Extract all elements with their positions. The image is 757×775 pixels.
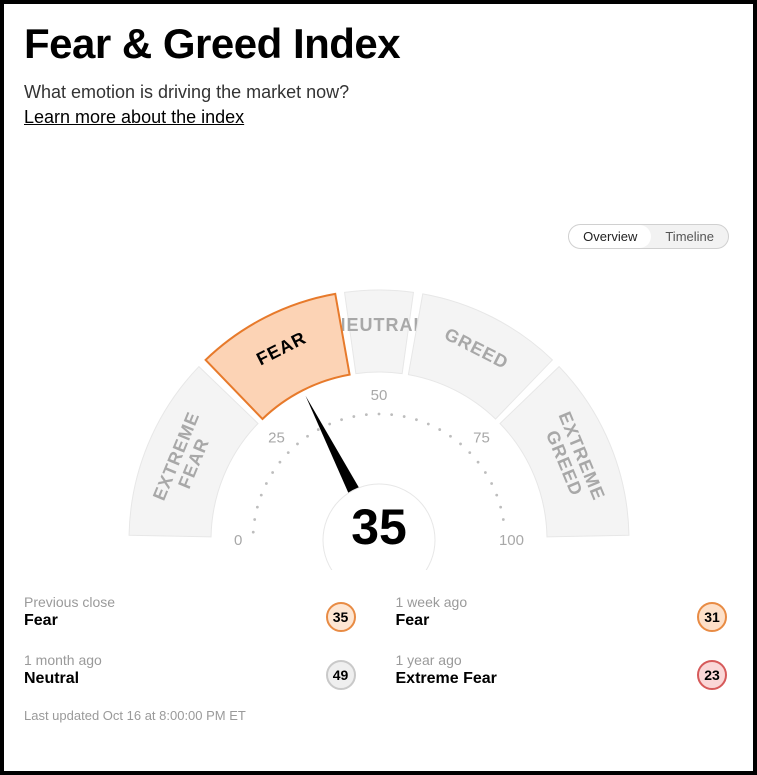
gauge-label-neutral: NEUTRAL xyxy=(332,315,425,335)
stat-label: 1 year ago xyxy=(396,652,682,668)
history-stats: Previous close Fear 35 1 week ago Fear 31 1 mo… xyxy=(24,594,733,688)
learn-more-link[interactable]: Learn more about the index xyxy=(24,107,244,128)
stat-category: Fear xyxy=(396,612,682,630)
gauge-tick-100: 100 xyxy=(498,532,523,549)
page-title: Fear & Greed Index xyxy=(24,20,733,68)
subtitle-text: What emotion is driving the market now? xyxy=(24,82,733,103)
stat-category: Fear xyxy=(24,612,310,630)
last-updated-text: Last updated Oct 16 at 8:00:00 PM ET xyxy=(24,708,733,723)
stat-3: 1 year ago Extreme Fear 23 xyxy=(396,652,728,688)
stat-category: Extreme Fear xyxy=(396,670,682,688)
gauge-tick-75: 75 xyxy=(473,429,490,446)
stat-0: Previous close Fear 35 xyxy=(24,594,356,630)
stat-category: Neutral xyxy=(24,670,310,688)
stat-badge: 23 xyxy=(697,660,727,690)
gauge-tick-25: 25 xyxy=(268,429,285,446)
stat-2: 1 month ago Neutral 49 xyxy=(24,652,356,688)
gauge-tick-50: 50 xyxy=(370,387,387,404)
fear-greed-gauge: EXTREMEFEARNEUTRALGREEDEXTREMEGREEDFEAR0… xyxy=(69,250,689,570)
gauge-container: EXTREMEFEARNEUTRALGREEDEXTREMEGREEDFEAR0… xyxy=(24,250,733,570)
tab-overview[interactable]: Overview xyxy=(569,225,651,248)
stat-1: 1 week ago Fear 31 xyxy=(396,594,728,630)
stat-label: Previous close xyxy=(24,594,310,610)
stat-badge: 35 xyxy=(326,602,356,632)
stat-label: 1 week ago xyxy=(396,594,682,610)
stat-badge: 31 xyxy=(697,602,727,632)
stat-label: 1 month ago xyxy=(24,652,310,668)
tab-timeline[interactable]: Timeline xyxy=(651,225,728,248)
gauge-tick-0: 0 xyxy=(234,532,242,549)
stat-badge: 49 xyxy=(326,660,356,690)
view-tabs: Overview Timeline xyxy=(568,224,729,249)
gauge-value: 35 xyxy=(351,499,407,555)
